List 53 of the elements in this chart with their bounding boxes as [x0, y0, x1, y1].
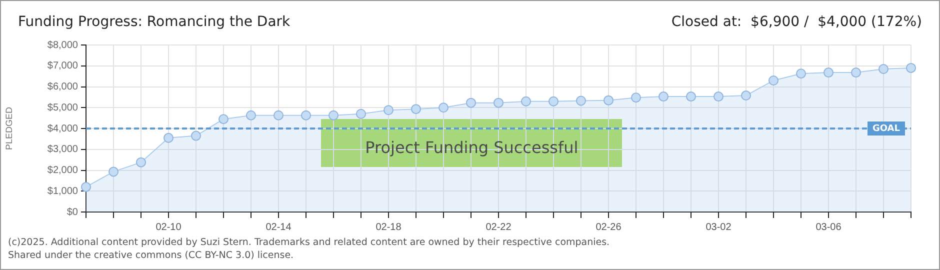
point	[411, 104, 421, 114]
x-tick-label: 02-18	[376, 222, 402, 233]
y-tick-label: $5,000	[47, 102, 78, 114]
y-tick-label: $4,000	[47, 123, 78, 134]
point	[548, 96, 558, 106]
y-tick-label: $8,000	[47, 40, 78, 51]
point	[768, 75, 778, 86]
point	[824, 68, 834, 78]
point	[631, 92, 641, 103]
point	[164, 132, 174, 143]
point	[136, 157, 146, 168]
point	[714, 92, 724, 102]
y-tick-label: $7,000	[47, 60, 78, 72]
x-tick-label: 02-14	[266, 222, 292, 233]
ref-line-label: GOAL	[872, 124, 900, 134]
point	[301, 110, 311, 120]
point	[604, 95, 614, 106]
point	[218, 114, 228, 124]
point	[494, 98, 504, 108]
point	[906, 62, 916, 73]
point	[796, 68, 806, 79]
point	[741, 90, 751, 101]
x-tick-label: 02-10	[156, 222, 182, 233]
text: (c)2025. Additional content provided by Suzi Stern. Trademarks and related content are owned by their respective companies.	[8, 236, 610, 249]
y-axis-title: PLEDGED	[4, 106, 14, 150]
point	[246, 110, 256, 120]
text: Shared under the creative commons (CC BY-NC 3.0) license.	[8, 249, 295, 262]
y-tick-label: $2,000	[47, 165, 78, 176]
point	[328, 110, 338, 120]
point	[108, 166, 118, 177]
y-tick-label: $6,000	[47, 82, 78, 92]
x-tick-label: 03-02	[706, 222, 732, 233]
y-tick-label: $0	[66, 206, 78, 218]
chart-title: Funding Progress: Romancing the Dark	[18, 14, 290, 30]
x-tick-label: 03-06	[816, 222, 842, 233]
point	[686, 92, 696, 102]
point	[81, 182, 91, 192]
point	[878, 64, 888, 74]
point	[851, 68, 861, 78]
point	[466, 98, 476, 108]
x-tick-label: 02-26	[596, 222, 622, 233]
point	[384, 105, 394, 116]
point	[658, 92, 668, 102]
point	[438, 102, 448, 113]
y-tick-label: $1,000	[47, 186, 78, 197]
point	[274, 110, 284, 120]
y-tick-label: $3,000	[47, 144, 78, 156]
point	[521, 96, 531, 106]
chart-subtitle: Closed at: $6,900 / $4,000 (172%)	[671, 14, 922, 30]
point	[576, 96, 586, 106]
point	[356, 108, 366, 119]
point	[191, 130, 201, 141]
x-tick-label: 02-22	[486, 222, 512, 233]
